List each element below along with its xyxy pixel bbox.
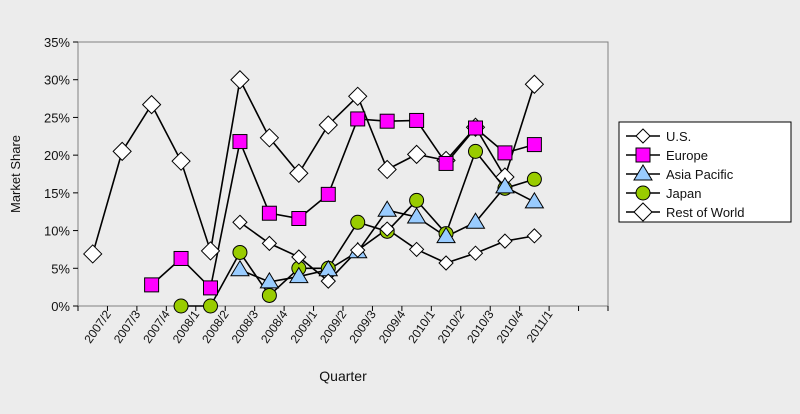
data-point [436, 226, 456, 244]
legend-label: U.S. [666, 129, 691, 144]
data-point [232, 214, 248, 230]
data-point [289, 163, 309, 183]
data-point [438, 255, 454, 271]
legend-label: Asia Pacific [666, 167, 734, 182]
legend-item-rest-of-world: Rest of World [626, 202, 745, 222]
data-point [171, 151, 191, 171]
y-tick-label: 10% [44, 224, 70, 239]
data-point [409, 192, 425, 208]
data-point [467, 245, 484, 261]
data-point [232, 244, 248, 260]
y-tick-label: 25% [44, 110, 70, 125]
series-markers-europe [144, 111, 542, 296]
data-point [468, 120, 483, 136]
data-point [173, 298, 189, 314]
y-tick-label: 5% [51, 261, 70, 276]
data-point [524, 191, 545, 209]
data-point [348, 86, 368, 107]
data-point [141, 94, 162, 115]
series-path [91, 77, 536, 255]
data-point [406, 144, 427, 165]
data-point [497, 233, 513, 249]
data-point [291, 249, 307, 265]
legend-item-u-s-: U.S. [626, 128, 691, 144]
series-markers-asia-pacific [230, 176, 545, 289]
legend: U.S. Europe Asia Pacific Japan Rest of World [618, 121, 792, 223]
y-axis-label: Market Share [8, 135, 23, 213]
data-point [497, 145, 513, 161]
data-point [230, 70, 250, 90]
data-point [409, 112, 425, 128]
data-point [173, 250, 189, 266]
y-tick-label: 30% [44, 73, 70, 88]
data-point [320, 186, 336, 202]
legend-item-europe: Europe [626, 147, 708, 163]
data-point [526, 171, 542, 187]
data-point [379, 221, 395, 237]
data-point [408, 241, 425, 258]
data-point [379, 113, 395, 129]
legend-item-asia-pacific: Asia Pacific [626, 164, 734, 182]
data-point [230, 259, 250, 277]
y-tick-label: 0% [51, 299, 70, 314]
legend-label: Rest of World [666, 205, 745, 220]
data-point [320, 273, 336, 289]
data-point [200, 241, 221, 261]
data-point [468, 143, 483, 159]
x-axis-label: Quarter [319, 368, 367, 384]
data-point [261, 287, 277, 303]
legend-marker [635, 128, 651, 144]
series-line-rest-of-world [91, 77, 536, 255]
data-point [261, 235, 278, 252]
y-tick-label: 15% [44, 186, 70, 201]
data-point [232, 134, 248, 150]
series-markers-u-s- [232, 214, 543, 289]
data-point [465, 212, 486, 229]
data-point [112, 141, 132, 162]
data-point [291, 211, 307, 227]
data-point [438, 155, 454, 171]
data-point [318, 115, 338, 135]
data-point [288, 266, 309, 284]
data-point [526, 228, 543, 244]
y-axis: 0% 5% 10% 15% 20% 25% 30% 35% [44, 35, 78, 314]
data-point [203, 298, 218, 314]
y-tick-label: 35% [44, 35, 70, 50]
legend-item-japan: Japan [626, 185, 701, 201]
data-point [83, 244, 103, 264]
series-layer [83, 70, 545, 314]
data-point [495, 176, 515, 194]
data-point [526, 137, 542, 153]
data-point [377, 159, 397, 180]
legend-marker [633, 202, 653, 222]
data-point [350, 111, 366, 127]
data-point [350, 242, 366, 258]
data-point [259, 271, 280, 289]
legend-marker [635, 185, 651, 201]
data-point [406, 207, 427, 224]
data-point [259, 128, 280, 148]
y-tick-label: 20% [44, 148, 70, 163]
legend-marker [633, 164, 653, 181]
legend-label: Japan [666, 186, 701, 201]
data-point [524, 74, 545, 94]
data-point [144, 277, 160, 293]
legend-label: Europe [666, 148, 708, 163]
legend-marker [635, 147, 651, 163]
data-point [203, 280, 218, 296]
data-point [261, 205, 277, 221]
data-point [350, 214, 366, 230]
data-point [377, 200, 398, 217]
